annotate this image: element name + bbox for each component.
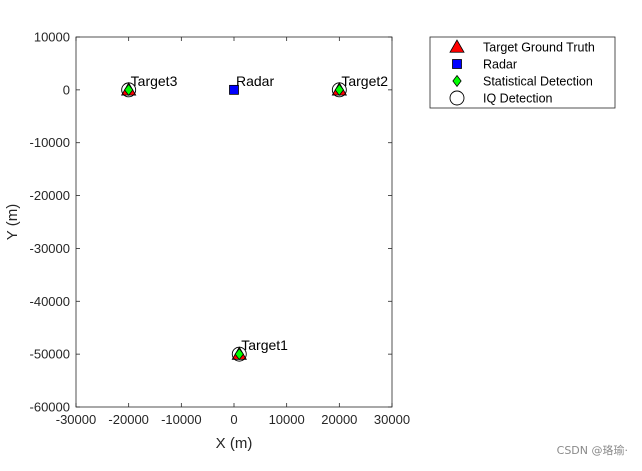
statistical-detection-point bbox=[334, 83, 344, 97]
legend-label-iq-detection: IQ Detection bbox=[483, 92, 553, 106]
annotation-radar: Radar bbox=[236, 73, 274, 89]
legend-label-statistical-detection: Statistical Detection bbox=[483, 75, 593, 89]
x-axis-label: X (m) bbox=[216, 435, 253, 452]
legend-marker-target-ground-truth bbox=[449, 39, 465, 53]
y-tick-label: -30000 bbox=[30, 241, 70, 256]
legend-marker-iq-detection bbox=[449, 90, 465, 106]
y-tick-label: -40000 bbox=[30, 294, 70, 309]
x-tick-label: 10000 bbox=[269, 412, 305, 427]
y-tick-label: -60000 bbox=[30, 400, 70, 415]
x-tick-label: -30000 bbox=[56, 412, 96, 427]
annotation-target3: Target3 bbox=[131, 73, 178, 89]
plot-frame bbox=[75, 36, 393, 408]
legend-label-target-ground-truth: Target Ground Truth bbox=[483, 41, 595, 55]
y-tick-label: -10000 bbox=[30, 135, 70, 150]
x-tick-label: 0 bbox=[230, 412, 237, 427]
statistical-detection-point bbox=[234, 347, 244, 361]
y-tick-label: 0 bbox=[63, 82, 70, 97]
x-tick-label: 20000 bbox=[321, 412, 357, 427]
radar-point bbox=[229, 84, 239, 95]
y-tick-label: 10000 bbox=[34, 30, 70, 45]
legend-marker-radar bbox=[452, 59, 462, 69]
x-tick-label: -10000 bbox=[161, 412, 201, 427]
y-axis-label: Y (m) bbox=[4, 204, 21, 240]
x-tick-label: -20000 bbox=[108, 412, 148, 427]
annotation-target2: Target2 bbox=[341, 73, 388, 89]
iq-detection-point bbox=[231, 346, 247, 362]
statistical-detection-point bbox=[124, 83, 134, 97]
iq-detection-point bbox=[331, 82, 347, 98]
watermark-text: CSDN @珞瑜· bbox=[556, 444, 628, 457]
y-tick-label: -50000 bbox=[30, 347, 70, 362]
legend-label-radar: Radar bbox=[483, 58, 517, 72]
annotation-target1: Target1 bbox=[241, 337, 288, 353]
y-tick-label: -20000 bbox=[30, 188, 70, 203]
x-tick-label: 30000 bbox=[374, 412, 410, 427]
iq-detection-point bbox=[121, 82, 137, 98]
legend-marker-statistical-detection bbox=[452, 74, 462, 88]
